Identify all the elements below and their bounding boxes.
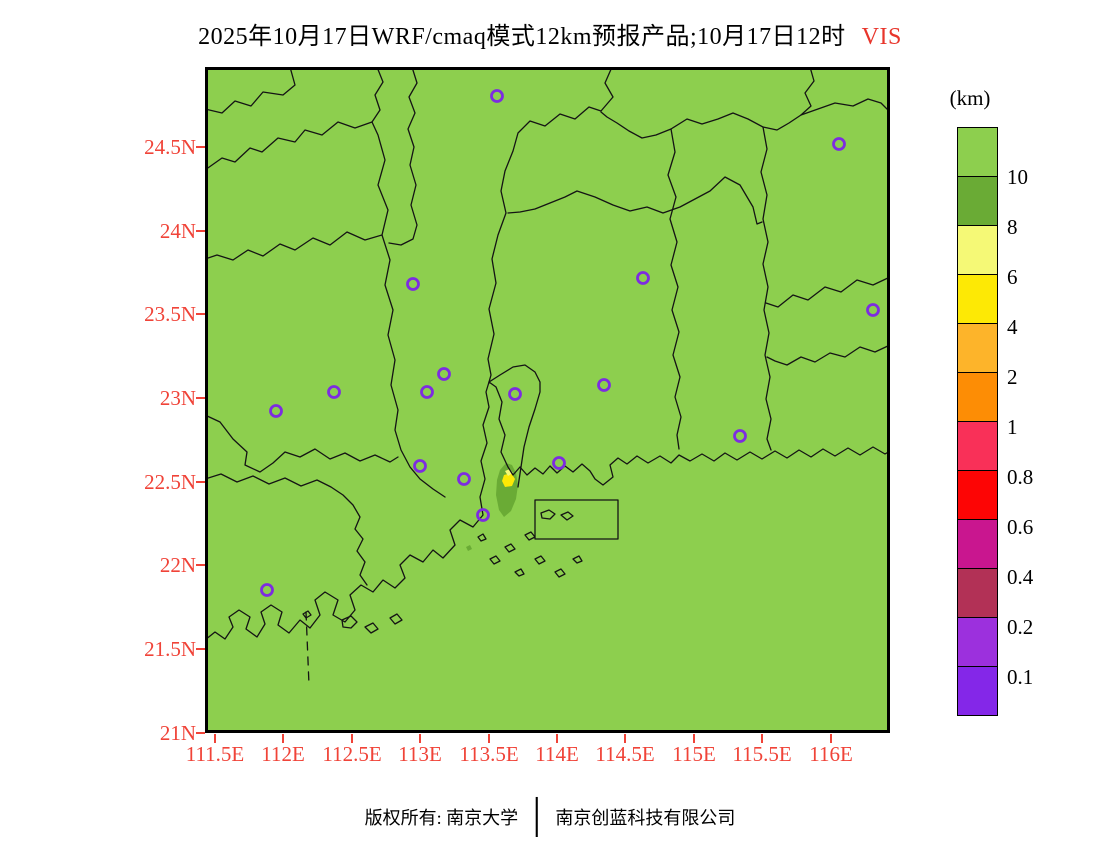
colorbar-tick-label: 10 [1007, 165, 1028, 189]
station-marker [420, 385, 434, 399]
station-marker [490, 89, 504, 103]
x-axis-tick [351, 734, 353, 743]
colorbar-segment [957, 666, 998, 716]
colorbar-segment [957, 323, 998, 373]
station-marker [413, 459, 427, 473]
colorbar-segment [957, 519, 998, 569]
hong-kong-boundary-box [534, 499, 619, 540]
station-marker [260, 583, 274, 597]
station-marker [597, 378, 611, 392]
colorbar-segment [957, 274, 998, 324]
y-axis-tick [196, 648, 205, 650]
y-axis-tick-label: 23.5N [144, 302, 196, 326]
maritime-dashed-boundary [305, 611, 310, 686]
station-marker [457, 472, 471, 486]
colorbar-segment [957, 225, 998, 275]
station-marker [476, 508, 490, 522]
title-text: 2025年10月17日WRF/cmaq模式12km预报产品;10月17日12时 [198, 24, 846, 50]
station-marker [552, 456, 566, 470]
admin-boundaries [205, 67, 890, 586]
colorbar-segment [957, 470, 998, 520]
y-axis-tick [196, 732, 205, 734]
colorbar-tick-label: 0.6 [1007, 515, 1034, 539]
station-markers [260, 89, 880, 597]
station-marker [866, 303, 880, 317]
y-axis-tick [196, 313, 205, 315]
colorbar-segment [957, 421, 998, 471]
colorbar-tick-label: 4 [1007, 315, 1018, 339]
coastline [205, 381, 890, 686]
y-axis-tick-label: 23N [159, 386, 196, 410]
title-variable-label: VIS [861, 24, 902, 50]
colorbar-tick-label: 0.8 [1007, 465, 1034, 489]
x-axis-tick-label: 113E [398, 742, 442, 766]
map-frame [205, 67, 890, 733]
y-axis-tick [196, 230, 205, 232]
y-axis-tick-label: 24N [159, 219, 196, 243]
x-axis-tick [419, 734, 421, 743]
station-marker [327, 385, 341, 399]
colorbar-tick-label: 2 [1007, 365, 1018, 389]
copyright-footer: 版权所有: 南京大学 │ 南京创蓝科技有限公司 [0, 798, 1100, 835]
colorbar-tick-label: 8 [1007, 215, 1018, 239]
station-marker [733, 429, 747, 443]
footer-owner: 版权所有: 南京大学 [364, 808, 519, 828]
colorbar-tick-label: 0.2 [1007, 615, 1034, 639]
x-axis-tick [624, 734, 626, 743]
x-axis-tick-label: 111.5E [185, 742, 245, 766]
x-axis-tick-label: 112E [261, 742, 305, 766]
footer-divider: │ [526, 798, 548, 835]
x-axis-tick [282, 734, 284, 743]
station-marker [437, 367, 451, 381]
y-axis-tick-label: 24.5N [144, 135, 196, 159]
y-axis-tick [196, 397, 205, 399]
x-axis-tick [693, 734, 695, 743]
x-axis-tick-label: 115E [672, 742, 716, 766]
x-axis-tick [214, 734, 216, 743]
colorbar-tick-label: 0.4 [1007, 565, 1034, 589]
colorbar-tick-label: 0.1 [1007, 665, 1034, 689]
station-marker [832, 137, 846, 151]
x-axis-tick-label: 114E [535, 742, 579, 766]
y-axis-tick [196, 564, 205, 566]
y-axis-tick [196, 481, 205, 483]
y-axis-tick-label: 22.5N [144, 470, 196, 494]
station-marker [406, 277, 420, 291]
colorbar-segment [957, 372, 998, 422]
colorbar-tick-label: 1 [1007, 415, 1018, 439]
x-axis-tick-label: 114.5E [595, 742, 655, 766]
colorbar-segment [957, 176, 998, 226]
station-marker [636, 271, 650, 285]
colorbar-segment [957, 617, 998, 667]
colorbar-unit-label: (km) [949, 86, 991, 110]
x-axis-tick-label: 116E [809, 742, 853, 766]
colorbar-segment [957, 127, 998, 177]
y-axis-tick-label: 22N [159, 553, 196, 577]
x-axis-tick-label: 115.5E [732, 742, 792, 766]
x-axis-tick [556, 734, 558, 743]
y-axis-tick-label: 21.5N [144, 637, 196, 661]
x-axis-tick-label: 113.5E [459, 742, 519, 766]
colorbar [957, 127, 998, 716]
colorbar-segment [957, 568, 998, 618]
map-background [205, 67, 890, 733]
low-visibility-patch [466, 463, 518, 551]
page-title: 2025年10月17日WRF/cmaq模式12km预报产品;10月17日12时 V… [0, 16, 1100, 51]
footer-company: 南京创蓝科技有限公司 [555, 808, 736, 828]
x-axis-tick [830, 734, 832, 743]
colorbar-tick-label: 6 [1007, 265, 1018, 289]
station-marker [508, 387, 522, 401]
x-axis-tick-label: 112.5E [322, 742, 382, 766]
y-axis-tick-label: 21N [159, 721, 196, 745]
forecast-map [205, 67, 890, 733]
x-axis-tick [761, 734, 763, 743]
x-axis-tick [488, 734, 490, 743]
station-marker [269, 404, 283, 418]
y-axis-tick [196, 146, 205, 148]
